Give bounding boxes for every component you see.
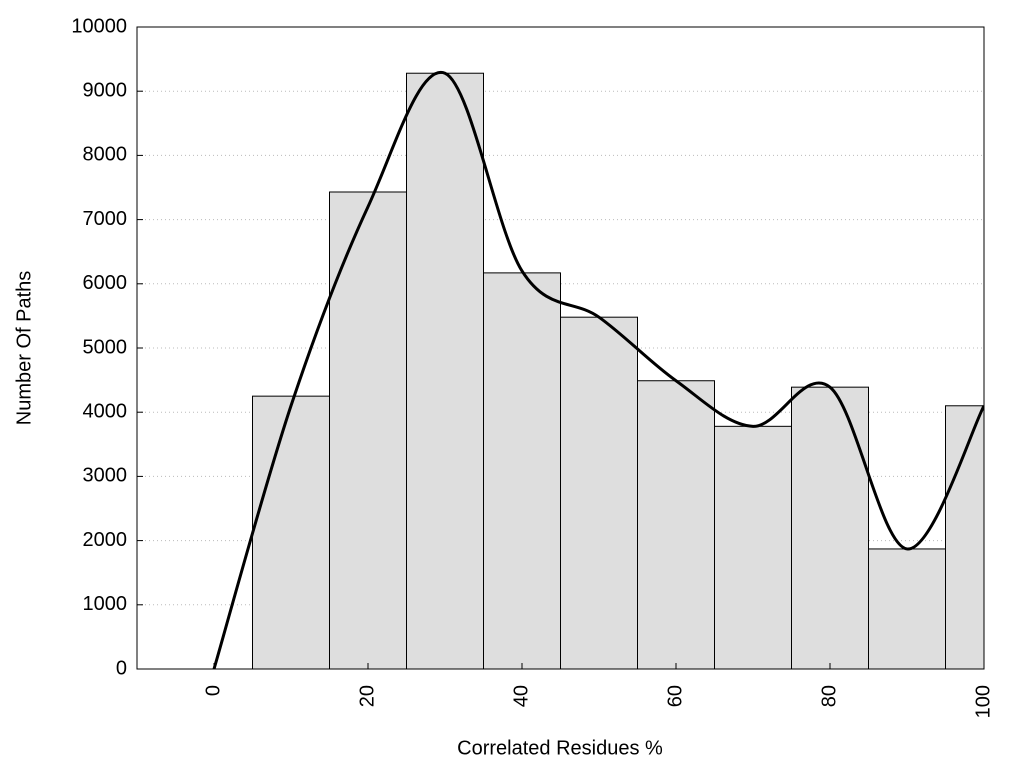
bar <box>714 425 792 669</box>
y-tick-label: 2000 <box>83 529 128 551</box>
x-tick-label: 0 <box>202 685 224 696</box>
x-tick-label: 80 <box>818 685 840 707</box>
x-tick-label: 40 <box>510 685 532 707</box>
x-tick-label: 60 <box>664 685 686 707</box>
bars <box>252 72 984 669</box>
bar <box>329 191 407 669</box>
bar <box>637 380 715 669</box>
y-tick-label: 7000 <box>83 208 128 230</box>
y-tick-label: 0 <box>116 657 127 679</box>
fit-curve <box>212 70 984 669</box>
y-tick-label: 8000 <box>83 144 128 166</box>
y-tick-label: 1000 <box>83 593 128 615</box>
bar <box>868 548 946 669</box>
bar <box>791 386 869 669</box>
y-tick-label: 10000 <box>71 15 127 37</box>
labels: 0100020003000400050006000700080009000100… <box>71 15 994 718</box>
y-axis-label: Number Of Paths <box>13 271 35 426</box>
y-tick-label: 9000 <box>83 79 128 101</box>
x-axis-label: Correlated Residues % <box>457 737 663 759</box>
y-tick-label: 5000 <box>83 336 128 358</box>
curve <box>212 70 984 669</box>
bar <box>560 316 638 669</box>
bar <box>483 272 561 669</box>
y-tick-label: 3000 <box>83 465 128 487</box>
x-tick-label: 20 <box>356 685 378 707</box>
bar <box>252 395 330 669</box>
y-tick-label: 4000 <box>83 400 128 422</box>
y-tick-label: 6000 <box>83 272 128 294</box>
x-tick-label: 100 <box>972 685 994 718</box>
bar <box>406 72 484 669</box>
